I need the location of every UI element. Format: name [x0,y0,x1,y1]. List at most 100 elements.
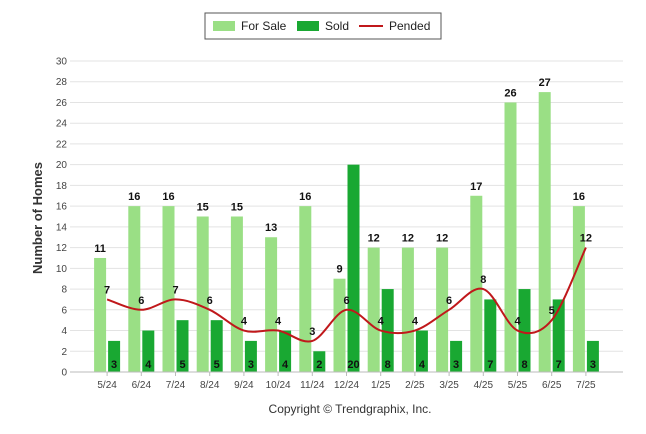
pended-line-layer [106,247,587,343]
data-label-pended: 7 [104,284,110,296]
x-tick-label: 12/24 [334,380,359,391]
x-tick-label: 5/24 [97,380,117,391]
x-tick-label: 9/24 [234,380,254,391]
y-tick-label: 10 [56,264,68,275]
data-label-sold: 4 [282,359,289,371]
y-axis-label: Number of Homes [30,162,45,274]
x-tick-label: 8/24 [200,380,220,391]
data-label-for-sale: 16 [128,191,140,203]
bar-for-sale [265,237,278,372]
bar-for-sale [436,247,449,372]
data-label-sold: 8 [385,359,391,371]
bar-for-sale [333,278,346,372]
x-tick-label: 7/24 [166,380,186,391]
copyright: Copyright © Trendgraphix, Inc. [269,402,432,416]
bar-for-sale [572,206,585,372]
y-tick-label: 22 [56,139,68,150]
data-label-sold: 20 [347,359,359,371]
data-label-pended: 6 [207,295,213,307]
y-tick-label: 30 [56,57,68,68]
data-label-pended: 8 [480,274,486,286]
data-label-pended: 6 [343,295,349,307]
legend-swatch-sold [297,21,319,31]
pended-line [106,247,587,343]
data-label-pended: 4 [241,316,248,328]
x-tick-label: 6/24 [132,380,152,391]
data-label-pended: 5 [549,305,555,317]
y-tick-label: 12 [56,243,68,254]
bar-for-sale [401,247,414,372]
bar-sold [484,299,497,372]
data-label-sold: 3 [590,359,596,371]
legend-label-sold: Sold [325,19,349,33]
bar-sold [142,330,155,372]
data-label-for-sale: 12 [436,233,448,245]
data-label-for-sale: 16 [162,191,174,203]
data-label-for-sale: 15 [231,202,243,214]
data-label-for-sale: 26 [504,87,516,99]
data-label-pended: 4 [378,316,385,328]
bar-sold [210,320,223,372]
data-label-for-sale: 27 [539,77,551,89]
data-labels: 11 3 16 4 16 5 15 5 15 3 13 4 16 2 9 20 12 8 12 4 12 3 17 7 26 8 2… [94,77,596,371]
data-label-for-sale: 11 [94,243,106,255]
bar-for-sale [538,92,551,372]
bar-for-sale [470,195,483,372]
data-label-for-sale: 9 [336,264,342,276]
data-label-for-sale: 16 [573,191,585,203]
data-label-sold: 4 [145,359,152,371]
bar-for-sale [299,206,312,372]
data-label-pended: 4 [412,316,419,328]
x-tick-label: 1/25 [371,380,391,391]
legend-swatch-for-sale [213,21,235,31]
bar-for-sale [128,206,141,372]
y-tick-label: 6 [61,305,67,316]
y-tick-label: 28 [56,77,68,88]
data-label-pended: 12 [580,233,592,245]
bar-sold [415,330,428,372]
y-tick-label: 20 [56,160,68,171]
legend-label-pended: Pended [389,19,430,33]
y-tick-label: 0 [61,368,67,379]
y-tick-label: 26 [56,98,68,109]
data-label-for-sale: 17 [470,181,482,193]
y-tick-label: 24 [56,119,68,130]
data-label-for-sale: 12 [402,233,414,245]
y-tick-label: 4 [61,326,67,337]
bar-sold [450,340,463,372]
y-tick-label: 18 [56,181,68,192]
data-label-sold: 7 [556,359,562,371]
data-label-sold: 3 [453,359,459,371]
data-label-sold: 8 [521,359,527,371]
x-tick-label: 10/24 [266,380,291,391]
legend-box [204,12,442,40]
data-label-for-sale: 16 [299,191,311,203]
bar-for-sale [367,247,380,372]
x-tick-label: 3/25 [439,380,459,391]
data-label-for-sale: 13 [265,222,277,234]
data-label-sold: 4 [419,359,426,371]
x-tick-label: 4/25 [474,380,494,391]
bar-for-sale [504,102,517,372]
bar-sold [586,340,599,372]
data-label-sold: 3 [248,359,254,371]
bar-sold [552,299,565,372]
bar-sold [279,330,292,372]
bar-sold [347,164,360,372]
bar-for-sale [230,216,243,372]
bar-for-sale [196,216,209,372]
data-label-sold: 5 [214,359,220,371]
y-tick-label: 16 [56,202,68,213]
x-tick-label: 6/25 [542,380,562,391]
data-label-pended: 6 [446,295,452,307]
bar-sold [108,340,121,372]
x-tick-label: 5/25 [508,380,528,391]
bar-for-sale [162,206,175,372]
legend-label-for-sale: For Sale [241,19,287,33]
x-tick-label: 7/25 [576,380,596,391]
data-label-sold: 3 [111,359,117,371]
grid [70,60,623,352]
